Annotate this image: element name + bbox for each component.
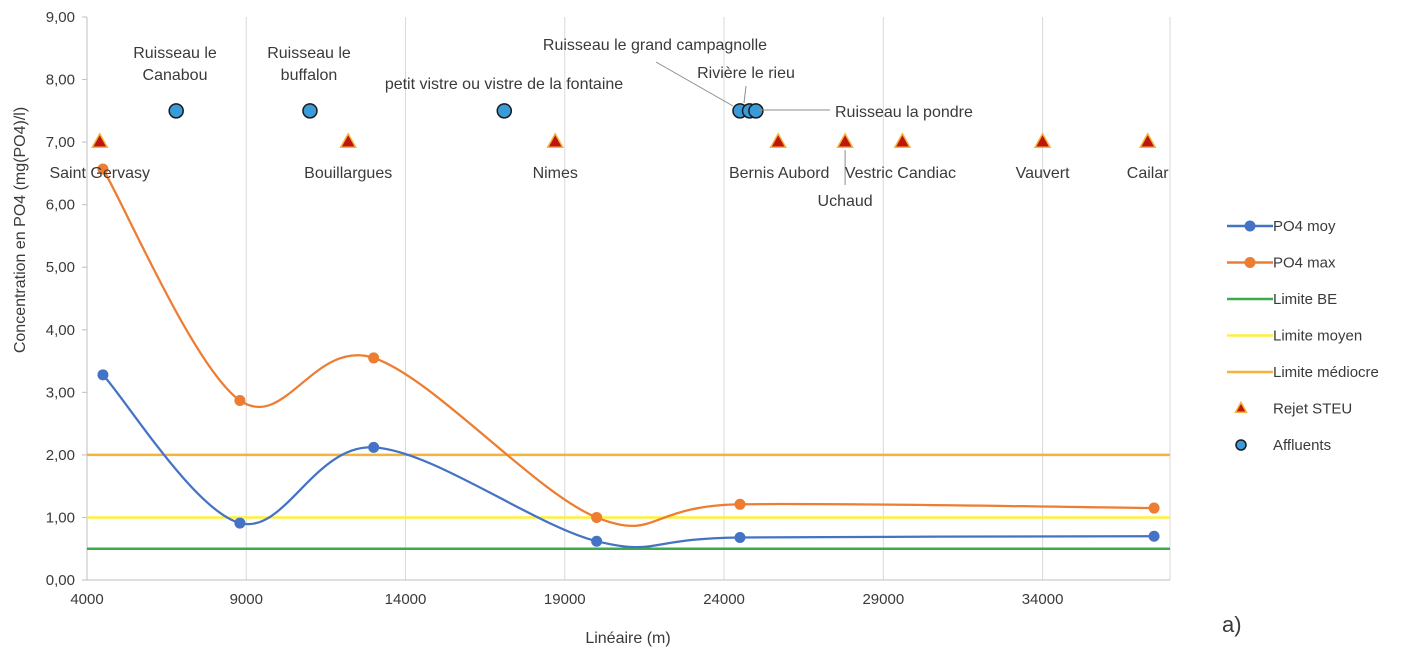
data-point — [591, 511, 603, 523]
y-tick-label: 0,00 — [46, 572, 75, 589]
y-tick-label: 2,00 — [46, 447, 75, 464]
data-point — [368, 441, 380, 453]
steu-label: Saint Gervasy — [49, 165, 149, 182]
affluent-label: Ruisseau le grand campagnolle — [543, 37, 767, 54]
affluent-label: buffalon — [281, 67, 338, 84]
affluent-label: petit vistre ou vistre de la fontaine — [385, 76, 623, 93]
station-markers — [90, 103, 1157, 148]
legend-swatch-marker — [1244, 220, 1256, 232]
x-tick-label: 19000 — [544, 591, 586, 608]
y-tick-label: 9,00 — [46, 9, 75, 26]
gridlines — [86, 17, 1171, 580]
data-point — [234, 394, 246, 406]
data-point — [234, 517, 246, 529]
callout-leader — [743, 85, 747, 104]
data-point — [1148, 530, 1160, 542]
steu-marker — [339, 132, 357, 148]
legend-swatch-marker — [1235, 439, 1247, 451]
steu-label: Nimes — [533, 165, 578, 182]
y-tick-label: 8,00 — [46, 72, 75, 89]
legend-label: Limite moyen — [1273, 328, 1362, 345]
data-point — [734, 498, 746, 510]
affluent-label: Ruisseau le — [133, 45, 217, 62]
x-tick-label: 29000 — [862, 591, 904, 608]
steu-label: Vestric Candiac — [845, 165, 956, 182]
callout-leader — [655, 61, 734, 107]
steu-label: Bouillargues — [304, 165, 392, 182]
x-tick-label: 24000 — [703, 591, 745, 608]
series-line — [102, 374, 1155, 549]
y-tick-label: 1,00 — [46, 509, 75, 526]
y-tick-label: 3,00 — [46, 384, 75, 401]
legend-label: Affluents — [1273, 437, 1331, 454]
x-tick-label: 9000 — [230, 591, 263, 608]
steu-marker — [1033, 132, 1052, 148]
legend-label: Rejet STEU — [1273, 401, 1352, 418]
steu-marker — [546, 132, 565, 148]
axes: 4000 9000 14000 19000 24000 29000 34000 0,00 1,0… — [46, 9, 1170, 608]
data-point — [368, 352, 380, 364]
affluent-label: Canabou — [143, 67, 208, 84]
steu-marker — [836, 132, 854, 148]
affluent-label: Rivière le rieu — [697, 65, 795, 82]
legend-label: PO4 moy — [1273, 218, 1336, 235]
series-lines — [97, 163, 1160, 549]
legend-swatch-marker — [1244, 257, 1256, 268]
legend-label: PO4 max — [1273, 255, 1336, 272]
legend-label: Limite médiocre — [1273, 364, 1379, 381]
affluent-marker — [168, 103, 184, 119]
steu-marker — [893, 132, 912, 148]
marker-labels: Saint Gervasy Bouillargues Nimes Bernis Aub… — [49, 37, 1169, 210]
legend: PO4 moy PO4 max Limite BE Limite moyen Limit… — [1227, 218, 1379, 454]
steu-marker — [1138, 132, 1157, 148]
affluent-marker — [496, 103, 513, 119]
data-point — [97, 163, 109, 175]
affluent-label: Ruisseau la pondre — [835, 104, 973, 121]
data-point — [591, 535, 603, 547]
x-tick-label: 34000 — [1022, 591, 1064, 608]
legend-label: Limite BE — [1273, 291, 1337, 308]
affluent-marker — [302, 103, 318, 119]
steu-label: Bernis Aubord — [729, 165, 830, 182]
legend-swatch-marker — [1234, 400, 1248, 414]
data-point — [734, 531, 746, 543]
series-line — [101, 168, 1155, 528]
x-axis-title: Linéaire (m) — [585, 630, 670, 647]
data-point — [97, 369, 109, 381]
y-tick-label: 7,00 — [46, 134, 75, 151]
y-tick-label: 4,00 — [46, 322, 75, 339]
steu-label: Vauvert — [1016, 165, 1071, 182]
steu-marker — [90, 132, 109, 148]
steu-label: Cailar — [1127, 165, 1169, 182]
steu-label: Uchaud — [818, 193, 873, 210]
x-tick-label: 14000 — [385, 591, 427, 608]
steu-marker — [769, 132, 787, 148]
data-point — [1148, 502, 1160, 514]
affluent-label: Ruisseau le — [267, 45, 351, 62]
limit-lines — [87, 453, 1170, 550]
y-axis-title: Concentration en PO4 (mg(PO4)/l) — [12, 107, 29, 353]
y-tick-label: 6,00 — [46, 197, 75, 214]
panel-label: a) — [1222, 612, 1242, 637]
affluent-marker — [748, 103, 764, 119]
x-tick-label: 4000 — [70, 591, 103, 608]
y-tick-label: 5,00 — [46, 259, 75, 276]
